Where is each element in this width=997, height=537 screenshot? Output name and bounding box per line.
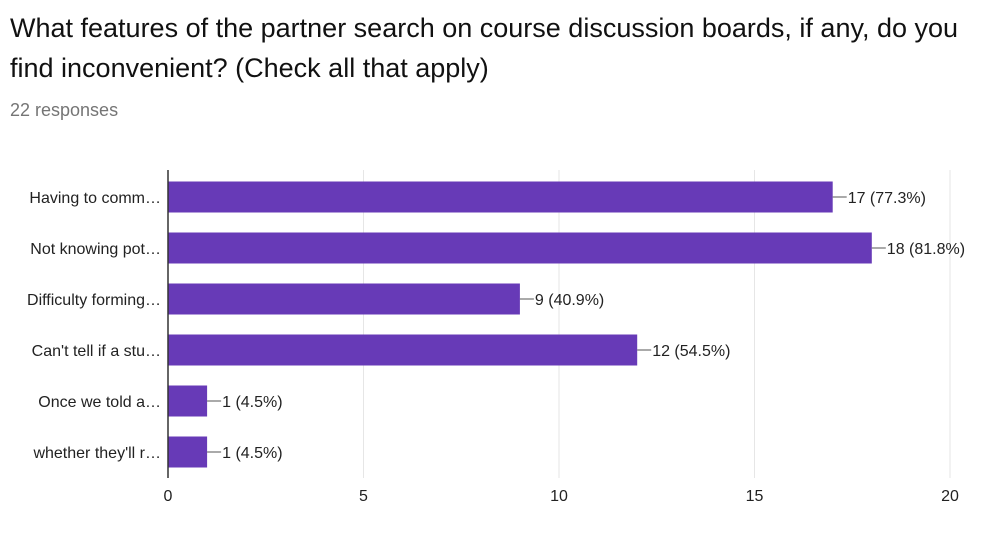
bar-chart: 0 5 10 15 20 Having to comm… 17 (77.3%) Not kno… <box>27 170 965 505</box>
x-tick-label: 10 <box>550 488 568 505</box>
category-label: Once we told a… <box>38 394 161 411</box>
x-tick-label: 0 <box>164 488 173 505</box>
data-label: 17 (77.3%) <box>848 190 926 207</box>
category-label: Difficulty forming… <box>27 292 161 309</box>
bar <box>168 181 833 213</box>
data-label: 1 (4.5%) <box>222 394 282 411</box>
category-label: Can't tell if a stu… <box>32 343 161 360</box>
bar <box>168 283 520 315</box>
data-label: 9 (40.9%) <box>535 292 604 309</box>
chart-container: 0 5 10 15 20 Having to comm… 17 (77.3%) Not kno… <box>0 160 997 532</box>
data-label: 18 (81.8%) <box>887 241 965 258</box>
category-label: Having to comm… <box>29 190 161 207</box>
x-tick-label: 20 <box>941 488 959 505</box>
response-count: 22 responses <box>10 100 119 120</box>
bar <box>168 385 208 417</box>
bar <box>168 436 208 468</box>
data-label: 1 (4.5%) <box>222 445 282 462</box>
category-label: Not knowing pot… <box>30 241 161 258</box>
bar <box>168 232 872 264</box>
x-tick-label: 15 <box>746 488 764 505</box>
question-title: What features of the partner search on c… <box>10 13 959 83</box>
category-label: whether they'll r… <box>32 445 161 462</box>
bar <box>168 334 638 366</box>
data-label: 12 (54.5%) <box>652 343 730 360</box>
x-tick-label: 5 <box>359 488 368 505</box>
